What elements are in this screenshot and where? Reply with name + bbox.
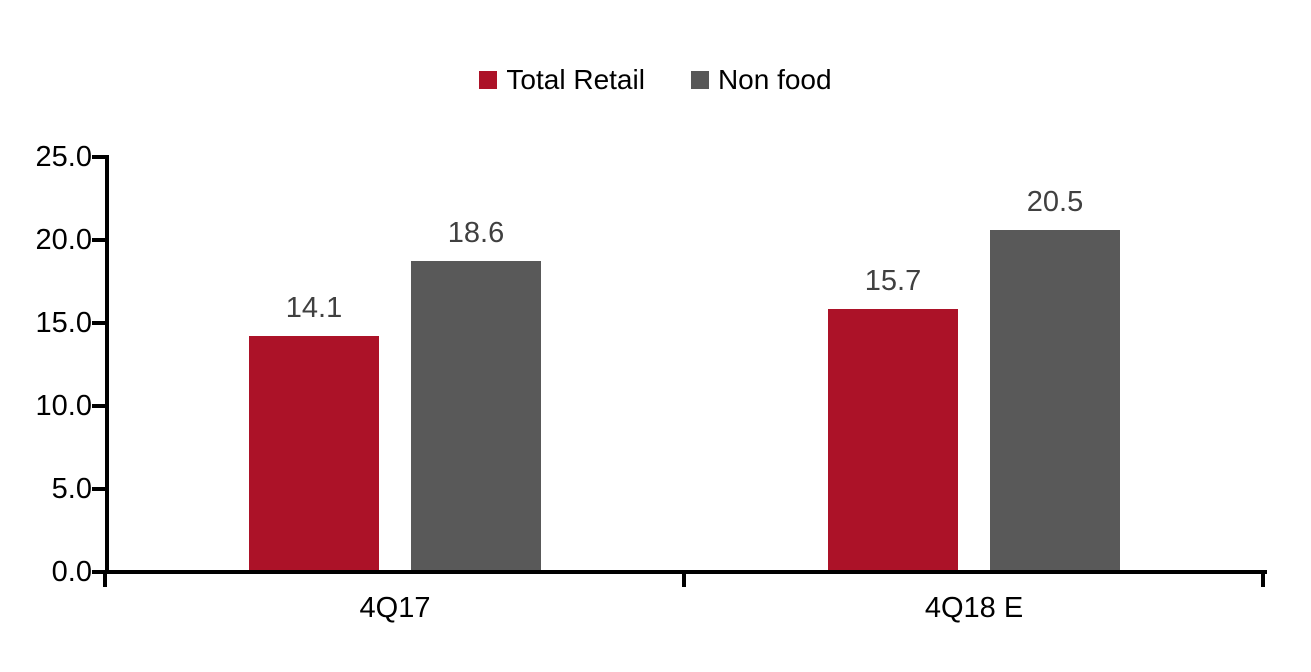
y-axis-tick xyxy=(92,404,105,408)
y-axis-tick-label: 10.0 xyxy=(35,390,92,422)
y-axis-tick-label: 0.0 xyxy=(51,556,92,588)
x-axis-tick xyxy=(682,570,686,587)
legend-swatch-non-food xyxy=(690,71,709,89)
y-axis-tick-label: 25.0 xyxy=(35,141,92,173)
value-label-total-retail-4q18-e: 15.7 xyxy=(864,265,922,297)
x-axis-tick xyxy=(1261,570,1265,587)
value-label-non-food-4q17: 18.6 xyxy=(447,217,505,249)
value-label-total-retail-4q17: 14.1 xyxy=(285,292,343,324)
legend: Total Retail Non food xyxy=(0,64,1311,96)
y-axis-tick xyxy=(92,238,105,242)
bar-non-food-4q17 xyxy=(411,261,541,570)
category-label-4q17: 4Q17 xyxy=(359,592,431,624)
y-axis-tick-label: 20.0 xyxy=(35,224,92,256)
legend-item-total-retail: Total Retail xyxy=(479,64,645,96)
x-axis-tick xyxy=(103,570,107,587)
legend-swatch-total-retail xyxy=(479,71,498,89)
bar-total-retail-4q17 xyxy=(249,336,379,570)
y-axis-tick xyxy=(92,155,105,159)
category-label-4q18-e: 4Q18 E xyxy=(924,592,1024,624)
legend-item-non-food: Non food xyxy=(690,64,832,96)
y-axis-line xyxy=(105,155,109,574)
y-axis-tick xyxy=(92,321,105,325)
y-axis-tick-label: 5.0 xyxy=(51,473,92,505)
legend-label-non-food: Non food xyxy=(717,64,832,95)
y-axis-tick xyxy=(92,570,105,574)
bar-total-retail-4q18-e xyxy=(828,309,958,570)
legend-label-total-retail: Total Retail xyxy=(506,64,645,95)
y-axis-tick-label: 15.0 xyxy=(35,307,92,339)
y-axis-tick xyxy=(92,487,105,491)
value-label-non-food-4q18-e: 20.5 xyxy=(1026,186,1084,218)
bar-non-food-4q18-e xyxy=(990,230,1120,570)
